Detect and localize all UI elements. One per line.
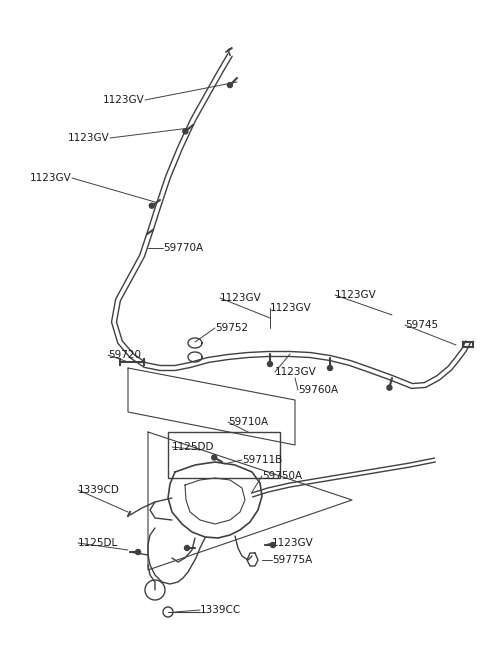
- Text: 59760A: 59760A: [298, 385, 338, 395]
- Bar: [168, 432, 280, 478]
- Text: 59745: 59745: [405, 320, 438, 330]
- Text: 1339CD: 1339CD: [78, 485, 120, 495]
- Text: 1125DL: 1125DL: [78, 538, 118, 548]
- Circle shape: [327, 365, 333, 371]
- Text: 1123GV: 1123GV: [335, 290, 377, 300]
- Text: 1123GV: 1123GV: [220, 293, 262, 303]
- Circle shape: [271, 542, 276, 548]
- Text: 59710A: 59710A: [228, 417, 268, 427]
- Text: 59720: 59720: [108, 350, 141, 360]
- Text: 1123GV: 1123GV: [68, 133, 110, 143]
- Circle shape: [184, 546, 190, 550]
- Text: 1123GV: 1123GV: [272, 538, 314, 548]
- Text: 59775A: 59775A: [272, 555, 312, 565]
- Text: 1125DD: 1125DD: [172, 442, 215, 452]
- Text: 59752: 59752: [215, 323, 248, 333]
- Circle shape: [387, 385, 392, 390]
- Circle shape: [228, 83, 232, 88]
- Circle shape: [267, 362, 273, 367]
- Circle shape: [135, 550, 141, 555]
- Text: 1339CC: 1339CC: [200, 605, 241, 615]
- Text: 59770A: 59770A: [163, 243, 203, 253]
- Text: 1123GV: 1123GV: [275, 367, 317, 377]
- Circle shape: [149, 203, 154, 208]
- Circle shape: [212, 455, 216, 460]
- Text: 59711B: 59711B: [242, 455, 282, 465]
- Text: 1123GV: 1123GV: [103, 95, 145, 105]
- Text: 1123GV: 1123GV: [30, 173, 72, 183]
- Text: 59750A: 59750A: [262, 471, 302, 481]
- Circle shape: [183, 129, 188, 134]
- Text: 1123GV: 1123GV: [270, 303, 312, 313]
